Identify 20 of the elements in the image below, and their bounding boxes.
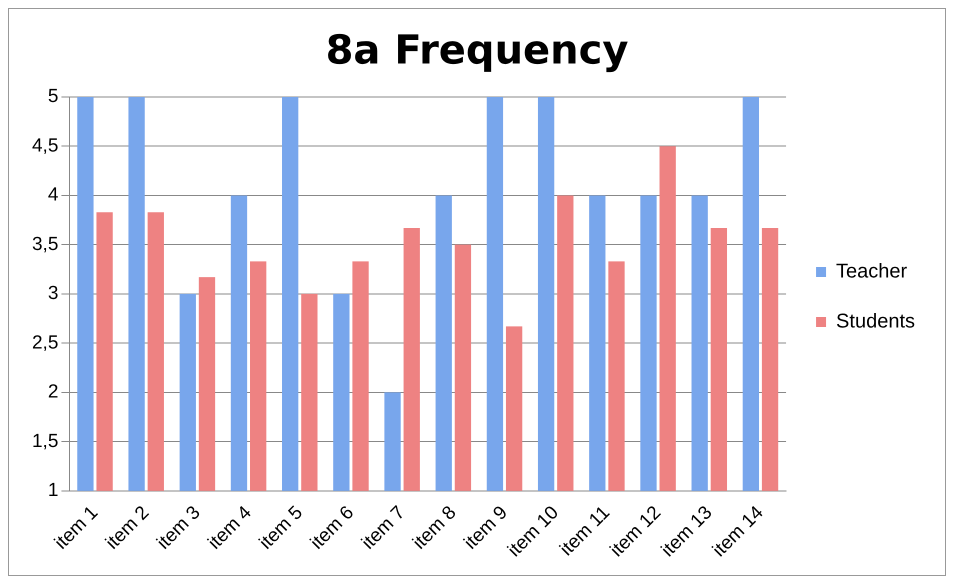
x-tick-label: item 2 bbox=[102, 502, 154, 554]
y-tick-label: 5 bbox=[48, 86, 58, 108]
y-tick-label: 1,5 bbox=[32, 430, 58, 452]
x-tick-label: item 6 bbox=[306, 502, 358, 554]
x-tick-label: item 5 bbox=[256, 502, 307, 554]
y-tick-label: 4 bbox=[48, 184, 59, 206]
x-tick-label: item 1 bbox=[50, 502, 102, 554]
x-tick-label: item 3 bbox=[153, 502, 205, 554]
y-tick-label: 4,5 bbox=[32, 135, 58, 156]
x-tick-label: item 7 bbox=[358, 502, 410, 554]
x-tick-label: item 8 bbox=[409, 502, 461, 554]
legend-label: Students bbox=[836, 310, 916, 333]
chart-title: 8a Frequency bbox=[326, 27, 628, 74]
y-tick-label: 1 bbox=[48, 480, 58, 502]
x-tick-label: item 4 bbox=[204, 502, 256, 554]
legend-label: Teacher bbox=[836, 260, 908, 283]
y-tick-label: 3,5 bbox=[32, 234, 58, 255]
y-tick-label: 3 bbox=[48, 283, 58, 304]
y-tick-label: 2,5 bbox=[32, 332, 58, 354]
y-tick-label: 2 bbox=[48, 382, 58, 403]
